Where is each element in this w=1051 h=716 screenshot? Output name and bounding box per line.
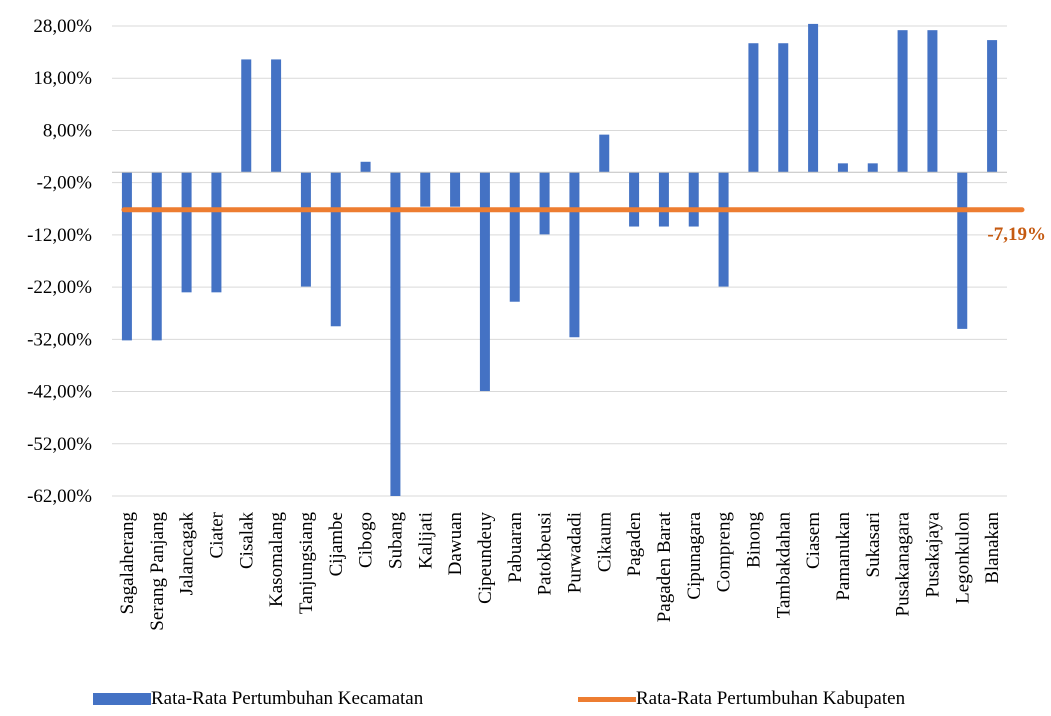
bar [390, 172, 401, 496]
y-tick-label: -2,00% [37, 173, 93, 194]
x-tick-label: Pamanukan [833, 512, 854, 601]
bar [927, 30, 938, 173]
bar [599, 134, 610, 173]
x-tick-label: Cikaum [594, 512, 615, 572]
legend-label-line: Rata-Rata Pertumbuhan Kabupaten [636, 688, 906, 709]
y-tick-label: -32,00% [27, 329, 92, 350]
bar [211, 172, 222, 293]
x-tick-label: Cipunagara [684, 511, 705, 599]
average-line-series: -7,19% [121, 207, 1046, 245]
x-tick-label: Pagaden Barat [654, 511, 675, 622]
bar [241, 59, 252, 173]
bar [778, 43, 789, 173]
x-tick-label: Tanjungsiang [296, 512, 317, 615]
legend: Rata-Rata Pertumbuhan Kecamatan Rata-Rat… [0, 686, 1051, 712]
y-tick-label: -62,00% [27, 486, 92, 507]
legend-item-bars: Rata-Rata Pertumbuhan Kecamatan [93, 686, 423, 712]
y-axis-ticks: 28,00% 18,00% 8,00% -2,00% -12,00% -22,00% -32… [27, 16, 92, 507]
bar [271, 59, 282, 173]
x-tick-label: Cibogo [356, 512, 377, 568]
y-tick-label: 28,00% [33, 16, 92, 37]
x-tick-label: Pusakanagara [893, 511, 914, 616]
bar [151, 172, 162, 341]
bar [718, 172, 729, 287]
y-tick-label: -52,00% [27, 434, 92, 455]
bar [360, 161, 371, 173]
x-tick-label: Purwadadi [564, 512, 585, 593]
legend-swatch-bar [93, 693, 151, 705]
x-tick-label: Subang [385, 512, 406, 570]
x-tick-label: Pabuaran [505, 512, 526, 583]
bar [688, 172, 699, 227]
x-tick-label: Cipeundeuy [475, 512, 496, 604]
bar [539, 172, 550, 235]
bar [957, 172, 968, 329]
x-tick-label: Dawuan [445, 512, 466, 576]
x-tick-label: Jalancagak [177, 512, 198, 596]
bar-series [121, 23, 998, 496]
x-tick-label: Sukasari [863, 512, 884, 577]
x-tick-label: Pagaden [624, 512, 645, 577]
y-tick-label: 8,00% [43, 120, 92, 141]
x-tick-label: Ciater [206, 511, 227, 558]
legend-label-bars: Rata-Rata Pertumbuhan Kecamatan [151, 688, 424, 709]
bar [987, 40, 998, 173]
bar [897, 30, 908, 173]
bar [569, 172, 580, 338]
average-line-label: -7,19% [987, 224, 1046, 245]
y-tick-label: 18,00% [33, 68, 92, 89]
bar [121, 172, 132, 341]
x-tick-label: Compreng [714, 512, 735, 593]
x-tick-label: Kalijati [415, 512, 436, 569]
x-tick-label: Cijambe [326, 512, 347, 576]
x-axis-ticks: Sagalaherang Serang Panjang Jalancagak Ciat… [117, 511, 1003, 630]
legend-swatch-line [578, 696, 636, 702]
bar [330, 172, 341, 327]
y-tick-label: -42,00% [27, 382, 92, 403]
x-tick-label: Cisalak [236, 512, 257, 569]
bar [808, 23, 819, 173]
bar [181, 172, 192, 293]
x-tick-label: Patokbeusi [535, 512, 556, 595]
gridlines [112, 25, 1007, 497]
x-tick-label: Pusakajaya [922, 511, 943, 597]
bar [509, 172, 520, 302]
bar [629, 172, 640, 227]
bar [867, 163, 878, 173]
bar [748, 43, 759, 173]
bar [420, 172, 431, 207]
bar [450, 172, 461, 207]
x-tick-label: Legonkulon [952, 512, 973, 604]
y-tick-label: -12,00% [27, 225, 92, 246]
x-tick-label: Ciasem [803, 512, 824, 569]
x-tick-label: Sagalaherang [117, 512, 138, 615]
x-tick-label: Blanakan [982, 512, 1003, 584]
x-tick-label: Tambakdahan [773, 512, 794, 619]
x-tick-label: Binong [743, 512, 764, 568]
x-tick-label: Kasomalang [266, 512, 287, 607]
x-tick-label: Serang Panjang [147, 512, 168, 631]
bar [837, 163, 848, 173]
bar [479, 172, 490, 392]
bar [300, 172, 311, 287]
y-tick-label: -22,00% [27, 277, 92, 298]
legend-item-line: Rata-Rata Pertumbuhan Kabupaten [578, 686, 905, 712]
bar [658, 172, 669, 227]
